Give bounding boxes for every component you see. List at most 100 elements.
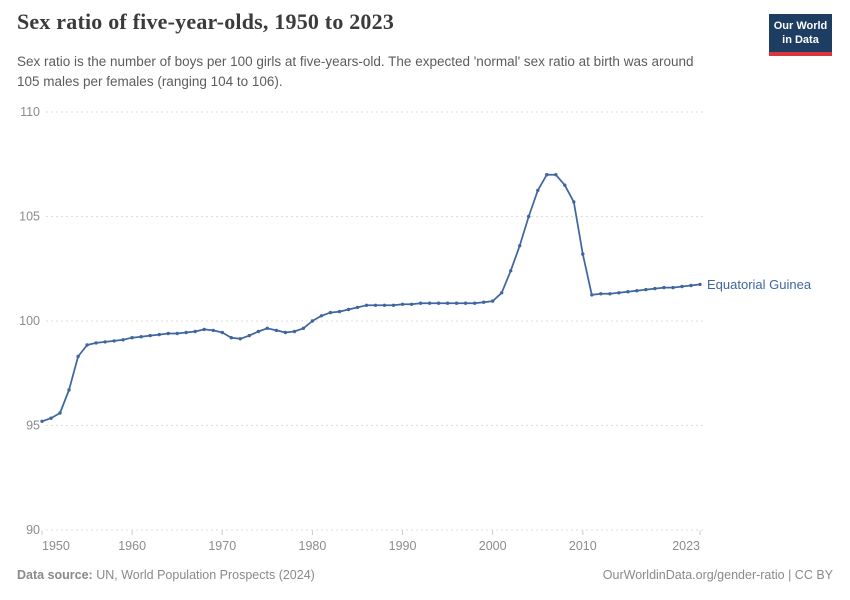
data-point <box>482 300 486 304</box>
y-axis-label-95: 95 <box>26 419 40 433</box>
y-axis-label-105: 105 <box>19 210 40 224</box>
data-point <box>608 292 612 296</box>
data-point <box>409 302 414 306</box>
data-point <box>103 340 107 344</box>
data-point <box>94 341 98 345</box>
chart-subtitle: Sex ratio is the number of boys per 100 … <box>17 54 694 89</box>
data-point <box>310 319 315 323</box>
data-point <box>454 301 459 305</box>
data-point <box>698 282 702 287</box>
data-point <box>175 331 179 336</box>
data-point <box>148 333 152 338</box>
data-point <box>473 301 477 305</box>
data-point <box>662 285 666 290</box>
data-point <box>581 252 585 256</box>
page-title: Sex ratio of five-year-olds, 1950 to 202… <box>17 9 395 34</box>
x-axis-label-1980: 1980 <box>299 539 327 553</box>
data-point <box>364 303 369 307</box>
data-point <box>545 173 549 177</box>
data-point <box>157 332 161 337</box>
data-point <box>247 333 251 338</box>
data-point <box>491 299 495 303</box>
data-point <box>274 328 279 333</box>
data-source: Data source: UN, World Population Prospe… <box>17 568 315 582</box>
data-point <box>427 301 432 305</box>
data-point <box>391 303 396 307</box>
data-point <box>184 330 188 335</box>
data-point <box>680 284 684 289</box>
y-axis-label-100: 100 <box>19 314 40 328</box>
owid-logo-line1: Our World <box>773 20 828 32</box>
data-point <box>626 290 630 294</box>
data-point <box>518 244 522 248</box>
data-point <box>653 286 657 291</box>
x-axis-label-2023: 2023 <box>672 539 700 553</box>
footer-url-link[interactable]: OurWorldinData.org/gender-ratio <box>602 568 785 582</box>
data-point <box>121 338 125 342</box>
data-point <box>382 303 387 307</box>
data-point <box>554 173 558 177</box>
data-point <box>671 285 675 290</box>
data-point <box>445 301 450 305</box>
data-point <box>346 307 351 312</box>
data-source-label: Data source: <box>17 568 93 582</box>
data-point <box>536 188 540 193</box>
y-axis-label-90: 90 <box>26 523 40 537</box>
owid-logo[interactable]: Our World in Data <box>769 14 832 56</box>
owid-logo-line2: in Data <box>782 34 819 47</box>
data-point <box>40 419 44 423</box>
data-point <box>139 335 143 339</box>
data-point <box>400 302 405 306</box>
data-point <box>49 416 53 420</box>
data-point <box>599 292 603 296</box>
footer-separator: | <box>784 568 795 582</box>
x-axis-label-1990: 1990 <box>389 539 417 553</box>
data-point <box>166 331 170 336</box>
chart-footer: Data source: UN, World Population Prospe… <box>17 568 833 582</box>
data-point <box>301 326 306 330</box>
data-point <box>256 329 260 334</box>
data-point <box>202 327 206 332</box>
data-point <box>229 336 233 340</box>
data-point <box>112 339 116 343</box>
data-point <box>319 314 324 318</box>
data-source-value: UN, World Population Prospects (2024) <box>92 568 315 582</box>
data-line-equatorial-guinea <box>41 173 701 423</box>
data-point <box>563 183 567 187</box>
footer-links: OurWorldinData.org/gender-ratio | CC BY <box>603 568 833 582</box>
x-axis-label-2000: 2000 <box>479 539 507 553</box>
data-point <box>436 301 441 305</box>
x-axis-label-2010: 2010 <box>569 539 597 553</box>
series-label-equatorial-guinea[interactable]: Equatorial Guinea <box>707 277 812 292</box>
data-point <box>590 293 594 297</box>
y-axis-label-110: 110 <box>20 105 40 119</box>
data-point <box>220 330 224 335</box>
data-point <box>373 303 378 307</box>
data-point <box>527 214 531 219</box>
data-point <box>337 309 342 314</box>
data-point <box>689 283 693 288</box>
x-axis-label-1960: 1960 <box>118 539 146 553</box>
data-point <box>85 343 89 347</box>
data-point <box>617 291 621 295</box>
data-point <box>193 329 197 334</box>
x-axis-label-1970: 1970 <box>208 539 236 553</box>
data-point <box>572 200 576 204</box>
data-point <box>509 269 513 273</box>
data-point <box>292 329 297 334</box>
data-point <box>283 330 288 335</box>
data-point <box>265 326 269 330</box>
data-point <box>58 411 62 415</box>
data-point <box>67 388 71 392</box>
data-point <box>355 305 360 310</box>
data-point <box>644 287 648 292</box>
data-point <box>463 301 468 305</box>
data-point <box>211 328 215 333</box>
data-point <box>418 301 423 305</box>
footer-license: CC BY <box>794 568 833 582</box>
data-point <box>238 337 242 341</box>
data-point <box>76 354 80 359</box>
x-axis-label-1950: 1950 <box>42 539 70 553</box>
